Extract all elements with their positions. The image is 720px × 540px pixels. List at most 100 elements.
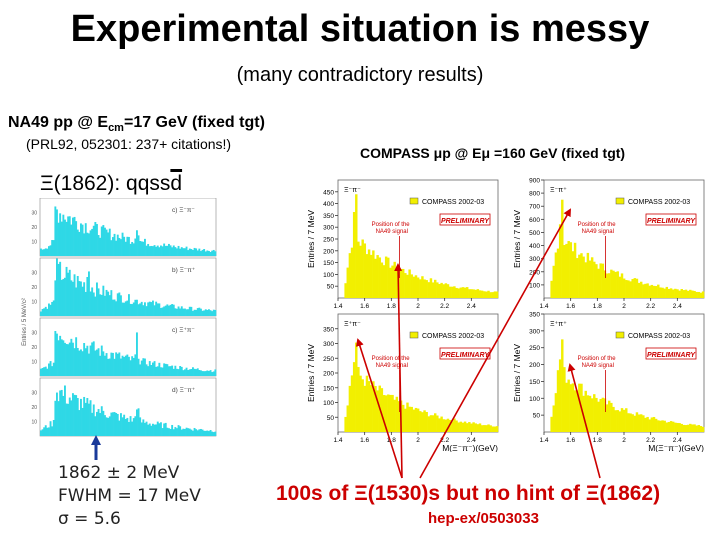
histogram-bar	[410, 274, 413, 298]
na49-bar	[184, 248, 186, 256]
na49-bar	[44, 306, 47, 316]
legend-swatch	[615, 331, 625, 339]
histogram-bar	[493, 426, 497, 432]
preliminary-label: PRELIMINARY	[441, 218, 490, 225]
na49-bar	[212, 249, 215, 256]
na49-subpanel-label: c) Ξ⁻π⁻	[172, 207, 195, 214]
histogram-bar	[571, 251, 575, 298]
na49-bar	[128, 421, 130, 436]
na49-bar	[129, 416, 132, 436]
na49-bar	[169, 245, 172, 256]
histogram-bar	[387, 394, 390, 432]
y-tick-label: 250	[323, 356, 334, 363]
na49-bar	[100, 406, 103, 436]
na49-bar	[49, 421, 52, 436]
na49-bar	[49, 245, 52, 256]
na49-bar	[118, 352, 121, 376]
na49-annotation-2: NA49 signal	[582, 363, 614, 369]
na49-bar	[102, 285, 105, 316]
histogram-bar	[665, 422, 669, 432]
na49-bar	[40, 430, 42, 436]
histogram-bar	[419, 279, 422, 298]
na49-bar	[144, 238, 146, 256]
na49-bar	[174, 308, 177, 316]
na49-bar	[57, 340, 60, 376]
histogram-bar	[402, 404, 405, 432]
histogram-bar	[457, 422, 460, 432]
na49-bar	[65, 403, 68, 436]
histogram-bar	[451, 286, 454, 298]
y-tick-label: 600	[529, 217, 540, 224]
na49-bar	[185, 367, 188, 376]
histogram-bar	[601, 263, 605, 298]
na49-bar	[59, 390, 62, 436]
na49-bar	[83, 282, 86, 316]
na49-bar	[75, 337, 78, 376]
histogram-bar	[620, 273, 624, 298]
histogram-bar	[478, 423, 482, 432]
histogram-bar	[695, 291, 698, 298]
na49-bar	[91, 342, 94, 376]
na49-bar	[108, 228, 111, 256]
na49-bar	[177, 245, 180, 256]
histogram-bar	[695, 425, 698, 432]
na49-bar	[48, 427, 50, 436]
na49-bar	[137, 304, 140, 316]
histogram-bar	[640, 281, 643, 298]
na49-tick-label: 30	[31, 331, 37, 337]
xi-mass: (1862): qqss	[53, 172, 171, 195]
y-axis-label: Entries / 7 MeV	[306, 210, 316, 268]
histogram-bar	[627, 413, 630, 432]
na49-bar	[120, 239, 122, 256]
histogram-bar	[402, 268, 405, 298]
histogram-bar	[442, 284, 445, 298]
histogram-bar	[376, 390, 379, 432]
na49-bar	[89, 291, 92, 316]
na49-bar	[145, 306, 148, 316]
na49-bar	[107, 291, 110, 316]
histogram-bar	[608, 273, 611, 298]
na49-bar	[140, 301, 143, 316]
na49-bar	[118, 237, 121, 256]
x-tick-label: 1.6	[360, 437, 369, 444]
na49-subscript: cm	[108, 122, 124, 135]
na49-bar	[198, 370, 201, 376]
histogram-bar	[427, 416, 431, 432]
na49-bar	[73, 348, 76, 376]
na49-bar	[57, 222, 60, 256]
na49-bar	[137, 235, 140, 256]
x-tick-label: 2.2	[440, 437, 449, 444]
histogram-bar	[370, 385, 373, 432]
histogram-bar	[588, 395, 592, 432]
na49-bar	[148, 301, 151, 316]
na49-bar	[196, 430, 199, 436]
histogram-bar	[635, 412, 639, 432]
histogram-bar	[693, 290, 696, 298]
histogram-bar	[616, 410, 619, 432]
na49-bar	[91, 228, 94, 256]
preliminary-box	[645, 213, 697, 226]
histogram-bar	[372, 381, 375, 432]
na49-bar	[150, 245, 153, 256]
panel-label: Ξ⁺π⁻	[344, 321, 361, 328]
na49-bar	[208, 431, 210, 436]
na49-bar	[136, 409, 138, 436]
na49-bar	[185, 427, 188, 436]
histogram-bar	[669, 288, 673, 298]
y-axis-label: Entries / 7 MeV	[512, 344, 522, 402]
na49-bar	[105, 417, 108, 436]
histogram-bar	[614, 410, 617, 432]
histogram-bar	[474, 289, 477, 298]
na49-bar	[99, 237, 102, 256]
histogram-bar	[408, 406, 411, 432]
histogram-bar	[674, 288, 677, 298]
na49-bar	[152, 300, 154, 316]
na49-bar	[148, 361, 151, 376]
histogram-bar	[573, 390, 577, 432]
histogram-bar	[438, 418, 441, 432]
na49-y-axis-label: Entries / 5 MeV/c²	[22, 298, 28, 346]
x-tick-label: 2	[622, 303, 626, 310]
histogram-bar	[650, 417, 654, 432]
histogram-bar	[612, 270, 615, 298]
legend-label: COMPASS 2002-03	[422, 199, 484, 206]
